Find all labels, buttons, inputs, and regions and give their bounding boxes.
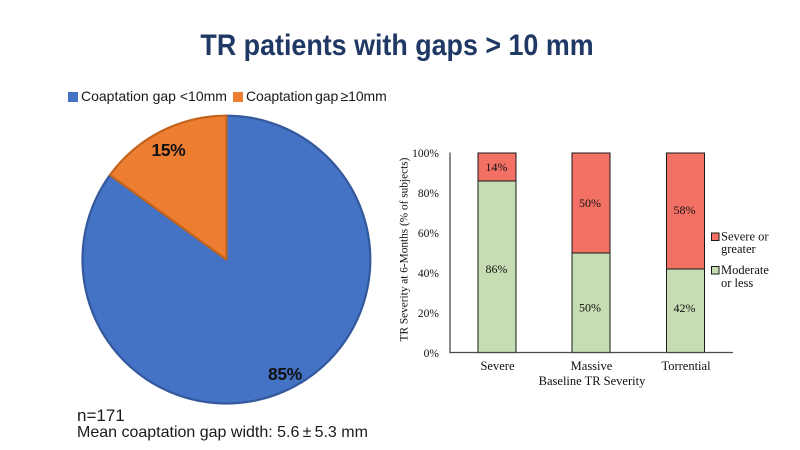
- svg-text:Massive: Massive: [571, 359, 613, 373]
- svg-text:60%: 60%: [418, 228, 440, 240]
- svg-text:14%: 14%: [486, 160, 508, 174]
- svg-text:100%: 100%: [412, 148, 439, 160]
- svg-text:Torrential: Torrential: [661, 359, 711, 373]
- svg-text:Moderate: Moderate: [721, 263, 769, 277]
- svg-text:58%: 58%: [674, 203, 696, 217]
- svg-text:80%: 80%: [418, 188, 440, 200]
- svg-text:50%: 50%: [579, 300, 601, 314]
- svg-text:20%: 20%: [418, 308, 440, 320]
- svg-text:TR Severity at 6-Months (% of: TR Severity at 6-Months (% of subjects): [399, 157, 411, 341]
- svg-text:Baseline TR Severity: Baseline TR Severity: [539, 374, 646, 388]
- svg-text:or less: or less: [721, 276, 753, 290]
- svg-text:42%: 42%: [674, 301, 696, 315]
- svg-text:86%: 86%: [486, 262, 508, 276]
- svg-text:40%: 40%: [418, 268, 440, 280]
- svg-text:50%: 50%: [579, 196, 601, 210]
- svg-text:0%: 0%: [424, 348, 440, 360]
- svg-text:greater: greater: [721, 242, 757, 256]
- svg-text:Severe or: Severe or: [721, 230, 769, 244]
- svg-text:Severe: Severe: [480, 359, 514, 373]
